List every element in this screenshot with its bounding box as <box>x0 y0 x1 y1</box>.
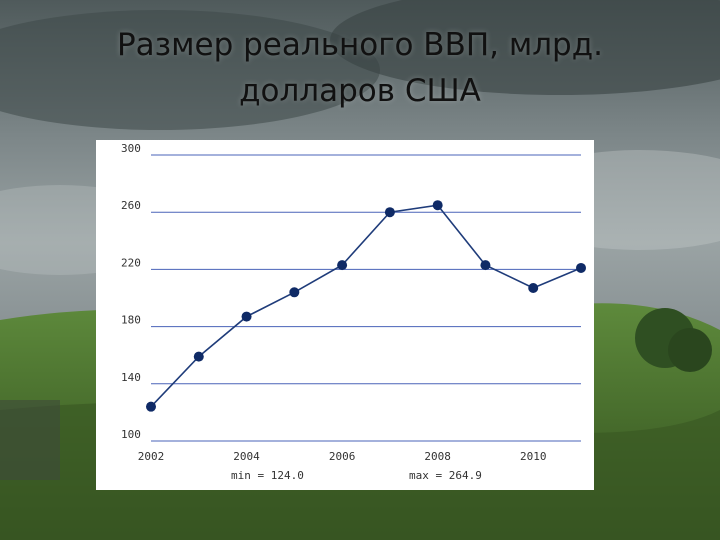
y-tick-label: 300 <box>121 142 141 155</box>
x-tick-label: 2006 <box>329 450 356 463</box>
min-summary-label: min = 124.0 <box>231 469 304 482</box>
max-summary-label: max = 264.9 <box>409 469 482 482</box>
slide-title-line-1: Размер реального ВВП, млрд. <box>116 27 604 63</box>
series-line <box>150 204 582 408</box>
data-point <box>432 200 443 211</box>
x-tick-label: 2004 <box>233 450 260 463</box>
y-tick-label: 140 <box>121 371 141 384</box>
x-tick-label: 2010 <box>520 450 547 463</box>
data-point <box>480 260 491 271</box>
data-point <box>337 260 348 271</box>
slide-title-line-2: долларов США <box>239 73 481 109</box>
y-tick-label: 180 <box>121 314 141 327</box>
y-tick-label: 220 <box>121 256 141 269</box>
data-point <box>241 311 252 322</box>
series-line-layer <box>150 204 582 408</box>
data-point <box>146 401 156 412</box>
x-axis-ticks: 2002 2004 2006 2008 2010 <box>138 450 547 463</box>
grid-layer <box>151 154 581 442</box>
data-point <box>289 287 300 298</box>
y-axis-ticks: 100 140 180 220 260 300 <box>121 142 141 441</box>
data-point <box>193 351 204 362</box>
y-tick-label: 100 <box>121 428 141 441</box>
x-tick-label: 2008 <box>424 450 451 463</box>
y-tick-label: 260 <box>121 199 141 212</box>
data-point <box>384 207 395 218</box>
data-point <box>528 282 539 293</box>
x-tick-label: 2002 <box>138 450 165 463</box>
series-points <box>146 200 586 412</box>
data-point <box>576 262 586 273</box>
chart-panel: 100 140 180 220 260 300 2002 2004 2006 2008 2010 … <box>96 140 594 490</box>
slide-title: Размер реального ВВП, млрд. долларов США <box>40 22 680 114</box>
